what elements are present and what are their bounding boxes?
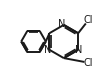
Text: N: N <box>58 20 66 29</box>
Text: Cl: Cl <box>84 58 93 68</box>
Text: N: N <box>44 45 51 55</box>
Text: Cl: Cl <box>84 15 93 25</box>
Text: N: N <box>75 45 83 55</box>
